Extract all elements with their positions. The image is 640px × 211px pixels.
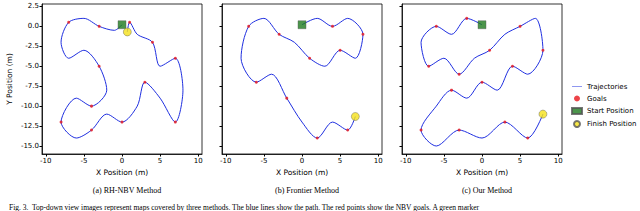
svg-text:-10: -10 bbox=[40, 157, 51, 165]
svg-text:-15.0: -15.0 bbox=[21, 142, 39, 150]
svg-text:-10.0: -10.0 bbox=[21, 102, 39, 110]
svg-text:10: 10 bbox=[374, 157, 383, 165]
svg-text:X Position (m): X Position (m) bbox=[456, 168, 508, 177]
svg-text:(b) Frontier Method: (b) Frontier Method bbox=[275, 186, 339, 195]
svg-text:-7.5: -7.5 bbox=[25, 82, 39, 90]
svg-text:Y Position (m): Y Position (m) bbox=[5, 53, 14, 106]
svg-text:Fig. 3. Top-down view images: Fig. 3. Top-down view images represent m… bbox=[9, 203, 480, 211]
svg-text:2.5: 2.5 bbox=[28, 2, 39, 10]
svg-text:0.0: 0.0 bbox=[28, 22, 39, 30]
svg-text:0: 0 bbox=[300, 157, 304, 165]
svg-text:-5: -5 bbox=[440, 157, 447, 165]
svg-text:-5: -5 bbox=[80, 157, 87, 165]
svg-text:-12.5: -12.5 bbox=[21, 122, 39, 130]
svg-text:10: 10 bbox=[554, 157, 563, 165]
svg-text:0: 0 bbox=[120, 157, 124, 165]
svg-text:10: 10 bbox=[194, 157, 203, 165]
svg-text:Finish Position: Finish Position bbox=[587, 120, 636, 128]
svg-text:-5.0: -5.0 bbox=[25, 62, 39, 70]
svg-text:X Position (m): X Position (m) bbox=[96, 168, 148, 177]
svg-text:(c) Our Method: (c) Our Method bbox=[462, 186, 512, 195]
svg-text:-5: -5 bbox=[260, 157, 267, 165]
svg-text:(a) RH-NBV Method: (a) RH-NBV Method bbox=[93, 186, 161, 195]
svg-text:-2.5: -2.5 bbox=[25, 42, 39, 50]
svg-text:Goals: Goals bbox=[587, 95, 607, 103]
svg-text:X Position (m): X Position (m) bbox=[276, 168, 328, 177]
svg-text:Trajectories: Trajectories bbox=[586, 83, 628, 91]
svg-text:5: 5 bbox=[518, 157, 522, 165]
svg-text:-10: -10 bbox=[400, 157, 411, 165]
svg-text:5: 5 bbox=[338, 157, 342, 165]
svg-text:Start Position: Start Position bbox=[587, 107, 634, 115]
svg-text:0: 0 bbox=[480, 157, 484, 165]
svg-text:-10: -10 bbox=[220, 157, 231, 165]
svg-text:5: 5 bbox=[158, 157, 162, 165]
